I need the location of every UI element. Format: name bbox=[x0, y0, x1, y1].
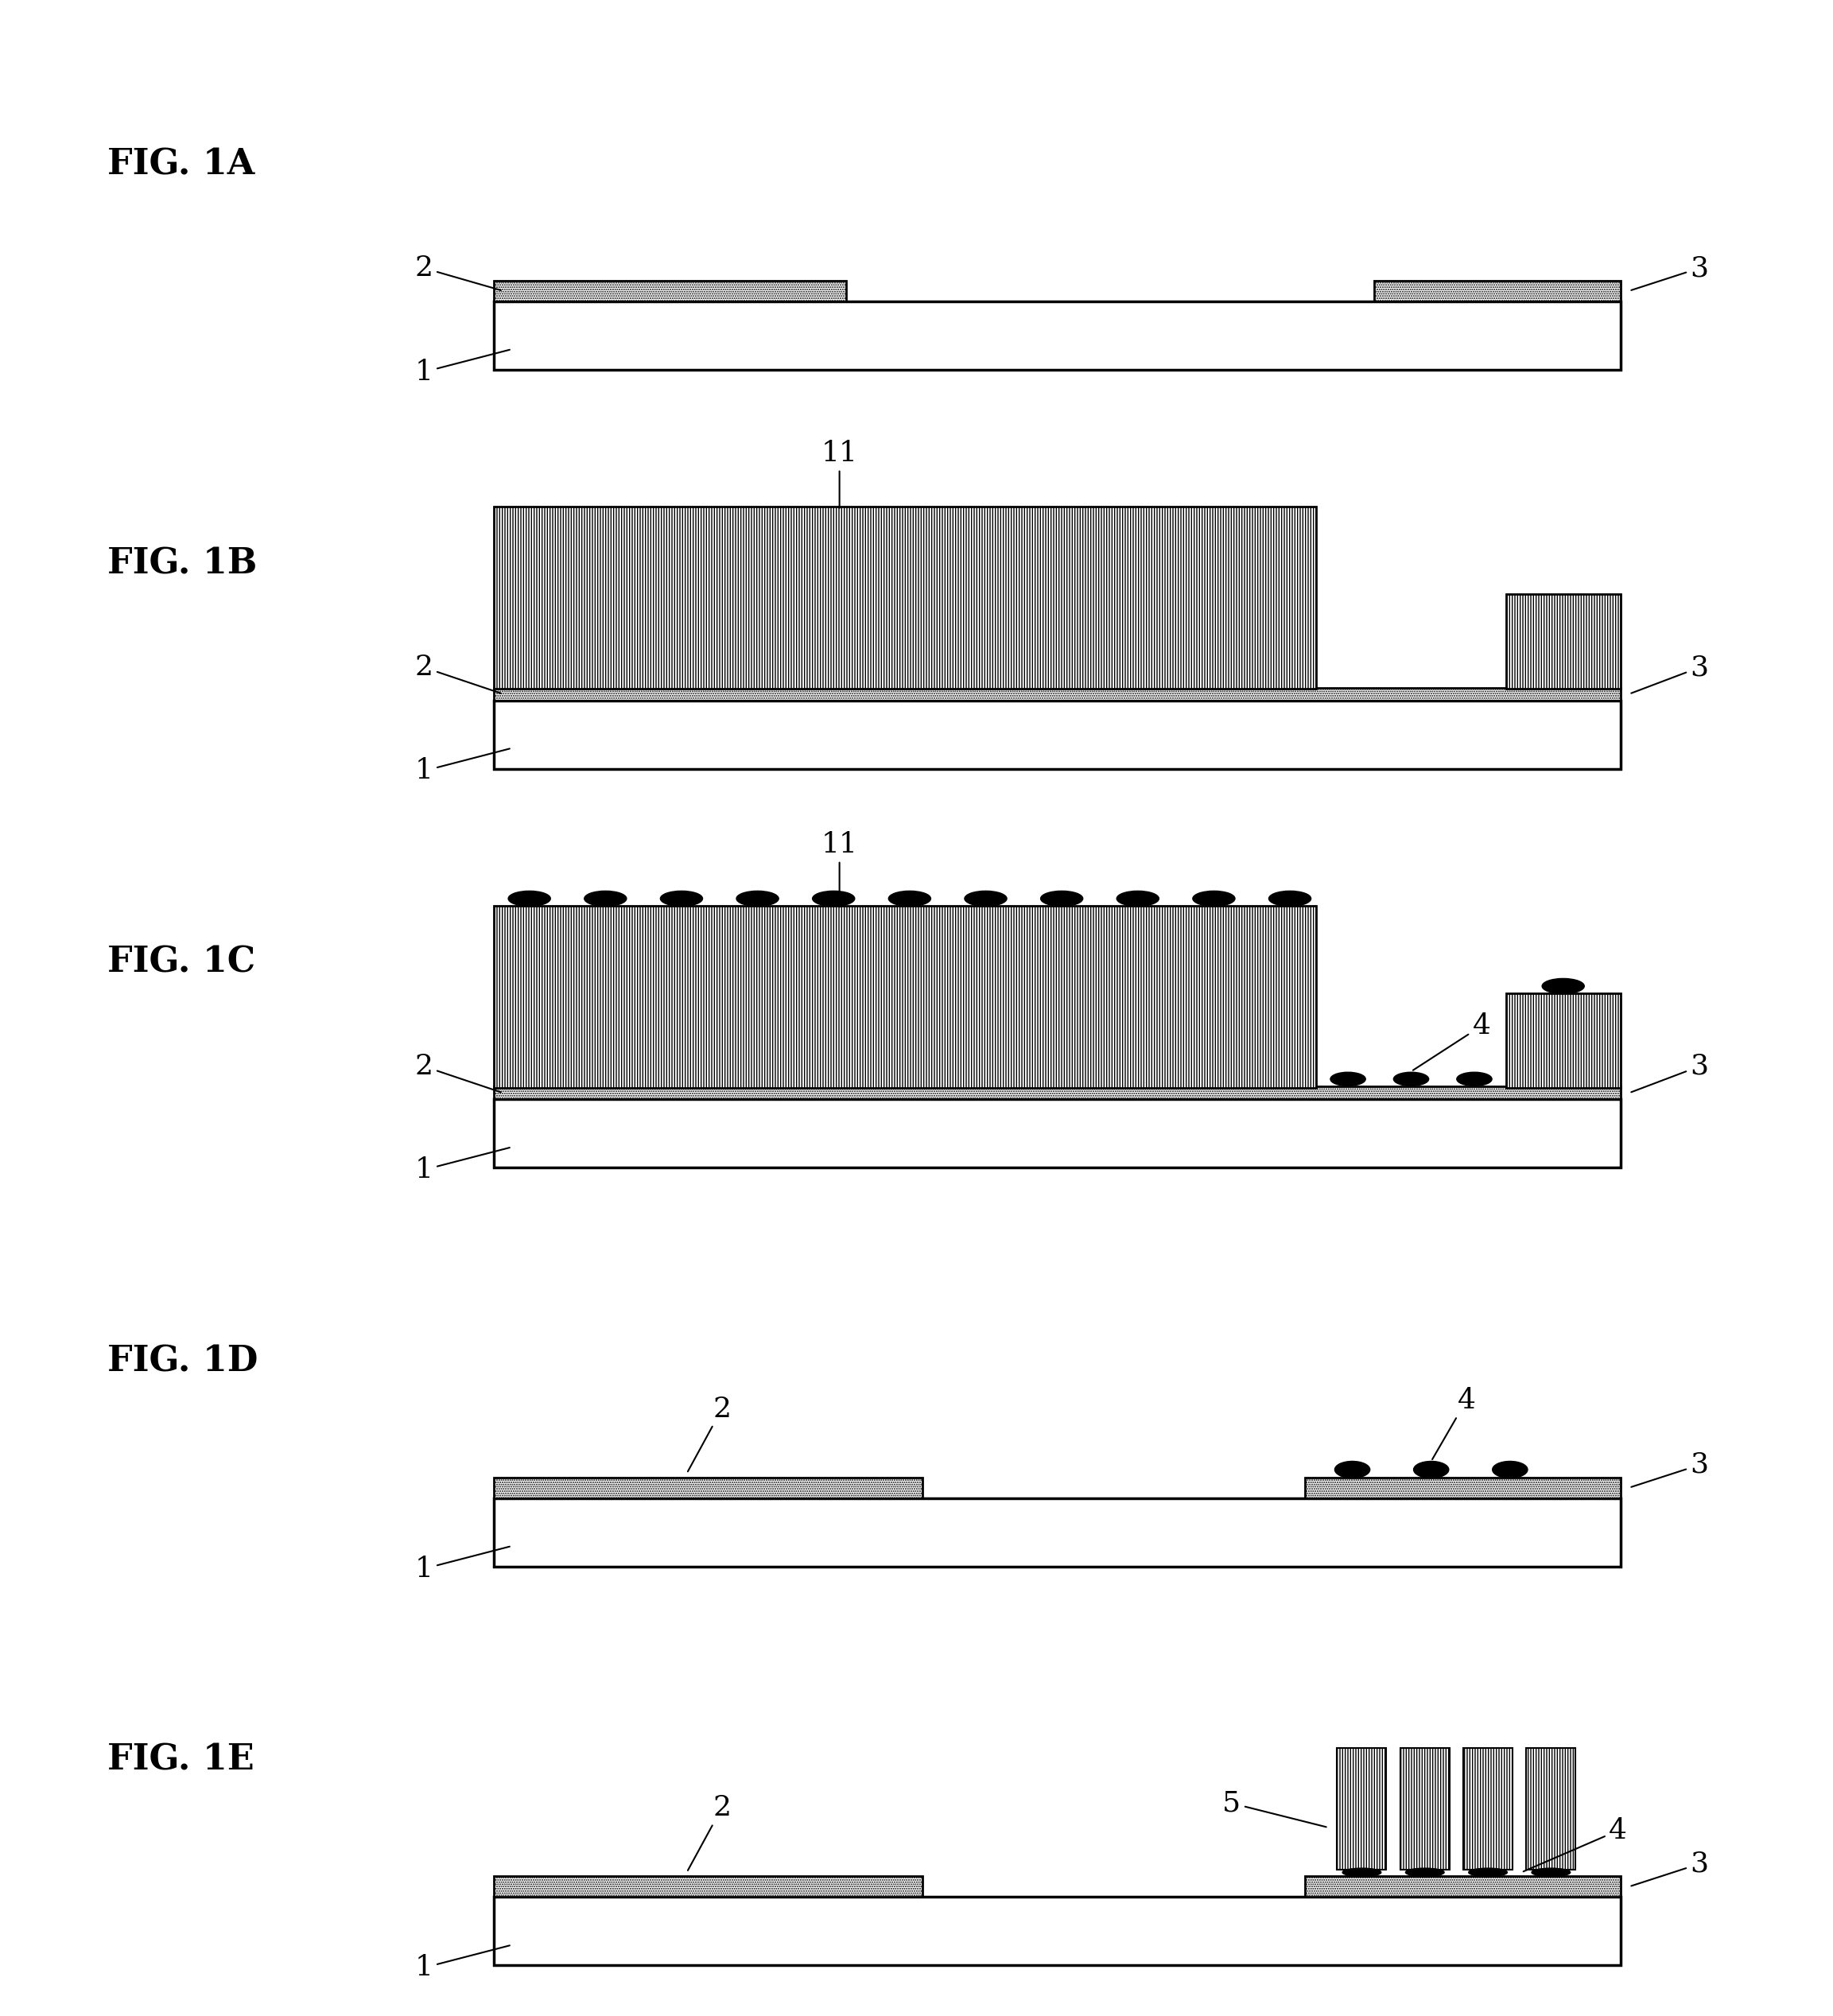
Bar bbox=[495, 1087, 1620, 1099]
Ellipse shape bbox=[1413, 1462, 1448, 1478]
Text: 4: 4 bbox=[1432, 1387, 1476, 1460]
Ellipse shape bbox=[1393, 1073, 1428, 1087]
Ellipse shape bbox=[1268, 891, 1311, 905]
Bar bbox=[1336, 1748, 1386, 1869]
Ellipse shape bbox=[1492, 1462, 1527, 1478]
Text: 1: 1 bbox=[414, 1546, 510, 1583]
Text: 1: 1 bbox=[414, 1945, 510, 1982]
Text: 2: 2 bbox=[414, 1052, 500, 1093]
Bar bbox=[1400, 1748, 1450, 1869]
Text: 1: 1 bbox=[414, 748, 510, 784]
Text: 2: 2 bbox=[414, 653, 500, 694]
Text: 3: 3 bbox=[1631, 1052, 1708, 1093]
Bar bbox=[1527, 1748, 1576, 1869]
Ellipse shape bbox=[964, 891, 1006, 905]
Text: FIG. 1C: FIG. 1C bbox=[106, 946, 255, 980]
Ellipse shape bbox=[1334, 1462, 1369, 1478]
Ellipse shape bbox=[1193, 891, 1235, 905]
Ellipse shape bbox=[1041, 891, 1083, 905]
Ellipse shape bbox=[1457, 1073, 1492, 1087]
Text: 3: 3 bbox=[1631, 653, 1708, 694]
Text: 3: 3 bbox=[1631, 254, 1708, 290]
Bar bbox=[495, 687, 1620, 700]
Bar bbox=[495, 280, 847, 300]
Bar bbox=[495, 905, 1316, 1089]
Bar bbox=[495, 1877, 922, 1897]
Bar bbox=[495, 700, 1620, 768]
Text: 3: 3 bbox=[1631, 1851, 1708, 1885]
Text: 1: 1 bbox=[414, 349, 510, 385]
Circle shape bbox=[1342, 1869, 1380, 1877]
Text: 1: 1 bbox=[414, 1147, 510, 1183]
Bar bbox=[495, 1099, 1620, 1167]
Text: 2: 2 bbox=[687, 1794, 731, 1871]
Bar bbox=[1463, 1748, 1512, 1869]
Bar bbox=[1305, 1478, 1620, 1498]
Text: 11: 11 bbox=[821, 439, 858, 508]
Text: 3: 3 bbox=[1631, 1452, 1708, 1488]
Ellipse shape bbox=[585, 891, 627, 905]
Ellipse shape bbox=[660, 891, 702, 905]
Bar bbox=[495, 506, 1316, 689]
Bar bbox=[495, 1478, 922, 1498]
Text: FIG. 1E: FIG. 1E bbox=[106, 1744, 253, 1778]
Bar bbox=[1375, 280, 1620, 300]
Ellipse shape bbox=[812, 891, 854, 905]
Bar bbox=[495, 1498, 1620, 1566]
Text: FIG. 1D: FIG. 1D bbox=[106, 1345, 258, 1379]
Bar bbox=[495, 300, 1620, 369]
Bar bbox=[1507, 595, 1620, 689]
Circle shape bbox=[1532, 1869, 1571, 1877]
Text: 11: 11 bbox=[821, 831, 858, 907]
Text: 4: 4 bbox=[1523, 1816, 1628, 1871]
Ellipse shape bbox=[1542, 978, 1584, 994]
Text: FIG. 1B: FIG. 1B bbox=[106, 546, 257, 581]
Text: 2: 2 bbox=[414, 254, 500, 290]
Bar bbox=[1305, 1877, 1620, 1897]
Text: 2: 2 bbox=[687, 1395, 731, 1472]
Circle shape bbox=[1406, 1869, 1444, 1877]
Ellipse shape bbox=[508, 891, 550, 905]
Bar bbox=[495, 1897, 1620, 1966]
Circle shape bbox=[1468, 1869, 1507, 1877]
Text: 5: 5 bbox=[1223, 1790, 1327, 1826]
Text: 4: 4 bbox=[1413, 1012, 1490, 1070]
Text: FIG. 1A: FIG. 1A bbox=[106, 147, 255, 181]
Ellipse shape bbox=[889, 891, 931, 905]
Bar bbox=[1507, 994, 1620, 1089]
Ellipse shape bbox=[1116, 891, 1158, 905]
Ellipse shape bbox=[1331, 1073, 1366, 1087]
Ellipse shape bbox=[737, 891, 779, 905]
